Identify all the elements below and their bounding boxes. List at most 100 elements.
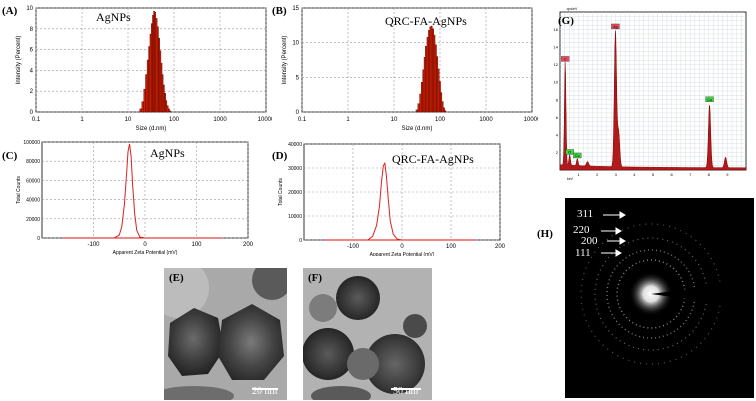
panel-g-label: (G) — [558, 15, 574, 27]
peak-label-box — [573, 152, 582, 159]
peak-label: Cu — [707, 98, 712, 102]
x-tick-label: 1 — [346, 117, 350, 123]
y-tick-label: 0 — [296, 110, 300, 116]
peak-label: Cu — [575, 154, 580, 158]
x-tick-label: 6 — [670, 172, 673, 177]
y-tick-label: 100000 — [23, 140, 40, 146]
y-tick-label: 30000 — [288, 166, 302, 172]
y-tick-label: 10 — [26, 6, 33, 12]
histogram-bar — [420, 81, 423, 113]
peak-label-box — [611, 23, 620, 30]
x-tick-label: 4 — [633, 172, 636, 177]
panel-e-label: (E) — [169, 272, 184, 284]
x-axis-label: Size (d.nm) — [402, 126, 433, 132]
panel-c-label: (C) — [2, 150, 18, 162]
peak-label-box — [561, 56, 570, 62]
panel-h-label: (H) — [537, 228, 553, 240]
x-tick-label: 7 — [689, 172, 692, 177]
x-tick-label: 200 — [495, 244, 506, 250]
x-tick-label: 100 — [169, 117, 180, 123]
ring-label-200: 200 — [581, 235, 598, 247]
x-tick-label: 10000 — [258, 117, 272, 123]
size-distribution-chart-a: 0.1 1 10 100 1000 10000 0 2 4 6 8 10 Size (d.nm) Inte… — [16, 6, 272, 132]
tem-micrograph-e — [164, 268, 287, 400]
histogram-bar — [438, 81, 441, 113]
histogram-bar — [143, 88, 146, 113]
x-tick-label: 200 — [243, 242, 254, 248]
histogram-bar — [428, 29, 430, 113]
y-tick-label: 10000 — [288, 214, 302, 220]
histogram-bar — [422, 69, 425, 113]
panel-a-label: (A) — [2, 5, 18, 17]
histogram-bar — [441, 101, 444, 113]
histogram-bar — [145, 74, 148, 113]
scale-label-e: 20 nm — [252, 386, 278, 397]
x-tick-label: 0.1 — [298, 117, 307, 123]
histogram-bar — [417, 103, 420, 113]
histogram-bar — [155, 18, 158, 113]
y-tick-label: 15 — [292, 6, 299, 12]
x-axis-label: Size (d.nm) — [136, 126, 167, 132]
x-tick-label: 9 — [726, 172, 729, 177]
plot-frame — [301, 7, 533, 113]
x-tick-label: 5 — [652, 172, 655, 177]
panel-b-title: QRC-FA-AgNPs — [385, 14, 467, 28]
y-axis-label: Intensity (Percent) — [16, 36, 22, 85]
y-tick-label: 5 — [296, 75, 300, 81]
histogram-bar — [139, 108, 143, 113]
y-tick-label: 16 — [554, 27, 559, 32]
x-axis-label: Apparent Zeta Potential (mV) — [113, 250, 178, 256]
zeta-potential-series-line — [367, 161, 403, 241]
x-tick-label: 3 — [615, 172, 618, 177]
ring-label-111: 111 — [575, 247, 591, 259]
zeta-potential-series-line — [113, 143, 146, 239]
y-tick-label: 10 — [292, 41, 299, 47]
panel-b-label: (B) — [272, 5, 287, 17]
y-tick-label: 12 — [554, 62, 559, 67]
histogram-bar — [141, 101, 144, 113]
x-tick-label: 10 — [391, 117, 398, 123]
panel-a-title: AgNPs — [96, 10, 131, 24]
y-tick-label: 0 — [37, 236, 40, 242]
panel-c-title: AgNPs — [150, 146, 185, 160]
histogram-bar — [415, 109, 419, 113]
tem-micrograph-f — [303, 268, 432, 400]
edx-spectrum-area — [559, 30, 747, 171]
x-tick-label: 0 — [143, 242, 147, 248]
histogram-bar — [169, 110, 172, 113]
histogram-bar — [148, 46, 151, 113]
histogram-bar — [436, 56, 439, 113]
histogram-bar — [166, 105, 169, 113]
y-tick-label: 40000 — [288, 142, 302, 148]
panel-d-label: (D) — [272, 150, 288, 162]
y-tick-label: 10 — [554, 80, 559, 85]
histogram-bar — [156, 26, 159, 113]
x-tick-label: 1 — [577, 172, 580, 177]
x-tick-label: 0 — [400, 244, 404, 250]
scale-bar-e — [252, 388, 278, 390]
saed-pattern-image: 311 220 200 111 — [565, 198, 754, 398]
y-tick-label: 2 — [556, 150, 559, 155]
x-tick-label: -100 — [87, 242, 100, 248]
peak-label: O — [568, 150, 571, 154]
panel-f-label: (F) — [308, 272, 323, 284]
y-tick-label: 14 — [554, 45, 559, 50]
x-tick-label: 1 — [80, 117, 84, 123]
x-tick-label: 10000 — [524, 117, 538, 123]
y-tick-label: 4 — [30, 68, 34, 74]
x-tick-label: 100 — [446, 244, 457, 250]
tem-image-e: 20 nm (E) — [164, 268, 287, 400]
histogram-bar — [425, 45, 428, 113]
size-distribution-chart-b: 0.1 1 10 100 1000 10000 0 5 10 15 Size (d.nm) Inten… — [282, 6, 538, 132]
zeta-potential-chart-c: -100 0 100 200 0 20000 40000 60000 80000 100000 Ap… — [16, 140, 254, 256]
y-tick-label: 40000 — [26, 198, 40, 204]
histogram-bar — [168, 108, 170, 113]
y-tick-label: 6 — [30, 48, 34, 54]
peak-label: C — [564, 57, 567, 61]
peak-label-box — [565, 149, 574, 155]
x-axis-label: keV — [567, 177, 574, 180]
histogram-bar — [419, 93, 422, 113]
peak-label: Ag — [613, 25, 617, 29]
zeta-potential-chart-d: -100 0 100 200 0 10000 20000 30000 40000 Apparent… — [278, 142, 506, 256]
x-tick-label: 0.1 — [32, 117, 41, 123]
